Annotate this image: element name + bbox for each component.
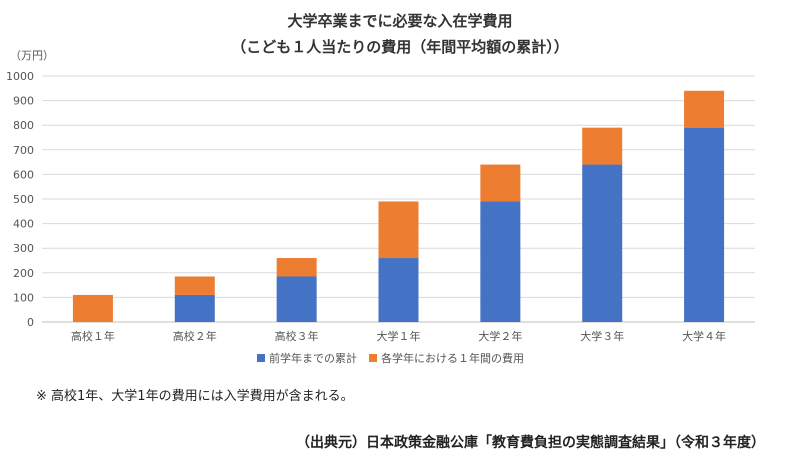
bar-cumulative [480,201,521,322]
y-tick-label: 1000 [6,70,34,83]
x-tick-label: 大学３年 [580,329,624,343]
y-tick-label: 100 [13,291,34,304]
chart-subtitle: （こども１人当たりの費用（年間平均額の累計）） [231,38,569,56]
x-tick-label: 大学２年 [478,329,522,343]
x-tick-label: 高校３年 [275,329,319,343]
bar-cumulative [378,258,419,322]
bar-annual [582,127,623,165]
bar-annual [174,276,215,295]
x-tick-label: 高校１年 [71,329,115,343]
y-tick-label: 0 [27,316,34,329]
y-tick-label: 600 [13,168,34,181]
y-tick-label: 500 [13,193,34,206]
y-tick-label: 900 [13,95,34,108]
y-tick-label: 700 [13,144,34,157]
bar-cumulative [276,276,317,322]
y-axis-unit-label: （万円） [10,49,54,62]
x-tick-label: 大学４年 [682,329,726,343]
bar-annual [378,201,419,259]
y-tick-label: 800 [13,119,34,132]
legend-swatch-cumulative [257,354,265,362]
source-citation: （出典元）日本政策金融公庫「教育費負担の実態調査結果」（令和３年度） [296,435,765,451]
bar-annual [276,258,317,277]
x-tick-label: 高校２年 [173,329,217,343]
bar-annual [480,164,521,202]
y-tick-label: 200 [13,267,34,280]
bar-cumulative [174,294,215,322]
bar-annual [684,90,725,128]
bar-annual [72,294,113,322]
x-tick-label: 大学１年 [377,329,421,343]
bar-cumulative [684,127,725,322]
y-tick-label: 300 [13,242,34,255]
legend-label-cumulative: 前学年までの累計 [269,351,357,365]
legend-label-annual: 各学年における１年間の費用 [381,351,524,365]
chart-title: 大学卒業までに必要な入在学費用 [287,12,513,30]
stacked-bar-chart: 0 100 200 300 400 500 600 700 800 900 1000 高校１年 高校２年… [6,70,755,365]
footnote: ※ 高校1年、大学1年の費用には入学費用が含まれる。 [36,389,354,404]
bar-cumulative [582,164,623,322]
legend-swatch-annual [369,354,377,362]
y-tick-label: 400 [13,218,34,231]
